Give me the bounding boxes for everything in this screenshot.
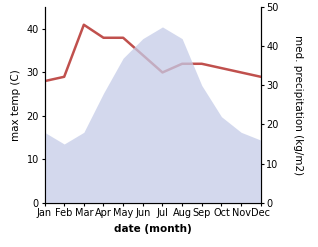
Y-axis label: med. precipitation (kg/m2): med. precipitation (kg/m2) xyxy=(293,35,303,175)
X-axis label: date (month): date (month) xyxy=(114,224,191,234)
Y-axis label: max temp (C): max temp (C) xyxy=(11,69,21,141)
